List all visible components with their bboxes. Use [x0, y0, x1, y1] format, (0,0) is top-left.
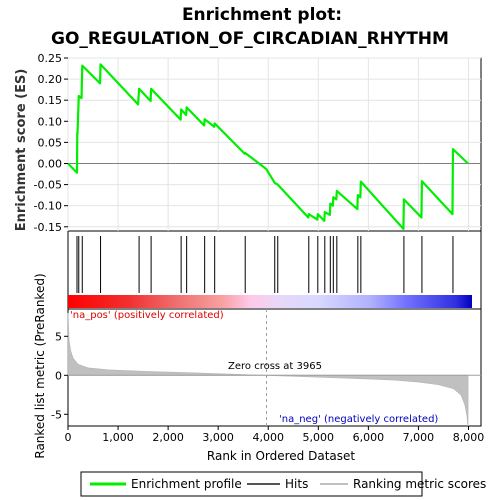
y-tick-label-bottom: 0	[55, 369, 62, 382]
x-grid	[67, 58, 469, 231]
legend-hits-label: Hits	[285, 477, 308, 491]
y-tick-label-bottom: 5	[55, 330, 62, 343]
x-tick-label: 8,000	[453, 431, 485, 444]
y-axis-label-es: Enrichment score (ES)	[14, 69, 29, 232]
y-tick-label-top: 0.20	[38, 73, 63, 86]
es-line-layer	[67, 63, 469, 230]
y-tick-label-top: -0.15	[34, 221, 62, 234]
x-tick-label: 4,000	[252, 431, 284, 444]
y-tick-label-bottom: -5	[51, 408, 62, 421]
zero-lines	[68, 162, 481, 426]
es-panel	[67, 57, 482, 232]
legend-profile-label: Enrichment profile	[131, 477, 242, 491]
y-tick-label-top: 0.10	[38, 115, 63, 128]
x-tick-label: 3,000	[202, 431, 234, 444]
y-axis-label-ranking: Ranked list metric (PreRanked)	[33, 273, 47, 458]
x-ticks: 0 1,000 2,000 3,000 4,000 5,000 6,000 7,000 8,00…	[65, 426, 485, 444]
annotation-na-neg: 'na_neg' (negatively correlated)	[279, 414, 438, 425]
x-tick-label: 6,000	[353, 431, 385, 444]
annotation-na-pos: 'na_pos' (positively correlated)	[70, 310, 224, 321]
x-tick-label: 1,000	[102, 431, 134, 444]
x-tick-label: 2,000	[152, 431, 184, 444]
chart-title-line2: GO_REGULATION_OF_CIRCADIAN_RHYTHM	[51, 29, 449, 49]
legend-ranking-label: Ranking metric scores	[353, 477, 486, 491]
enrichment-profile-line	[67, 63, 469, 230]
y-tick-label-top: -0.10	[34, 200, 62, 213]
x-tick-label: 7,000	[403, 431, 435, 444]
x-tick-label: 0	[65, 431, 72, 444]
chart-title-line1: Enrichment plot:	[182, 5, 342, 25]
y-ticks-bottom: 5 0 -5	[51, 330, 68, 421]
y-tick-label-top: 0.25	[38, 52, 63, 65]
y-ticks-top: -0.15 -0.10 -0.05 0.00 0.05 0.10 0.15 0.20 0.25	[34, 52, 68, 234]
annotation-zero-cross: Zero cross at 3965	[228, 361, 322, 372]
x-tick-label: 5,000	[303, 431, 335, 444]
hits-layer	[76, 236, 454, 293]
y-tick-label-top: -0.05	[34, 179, 62, 192]
y-tick-label-top: 0.05	[38, 136, 63, 149]
ranking-panel	[67, 308, 482, 427]
correlation-colorbar	[68, 295, 472, 308]
y-tick-label-top: 0.00	[38, 157, 63, 170]
x-axis-label: Rank in Ordered Dataset	[207, 449, 355, 463]
y-tick-label-top: 0.15	[38, 94, 63, 107]
